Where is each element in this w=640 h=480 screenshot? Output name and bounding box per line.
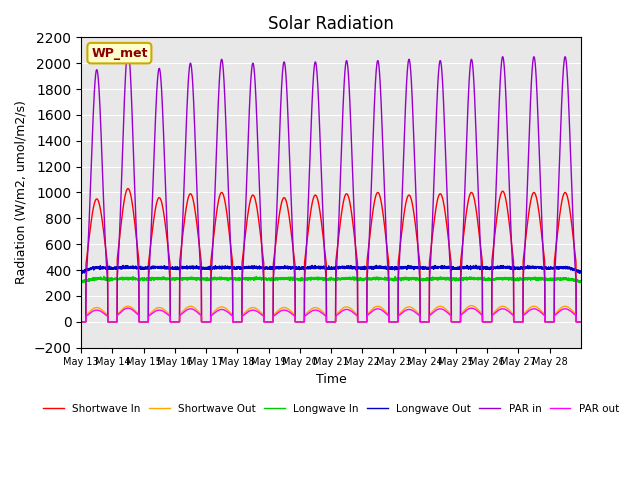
PAR out <box>577 319 584 324</box>
PAR in <box>181 162 189 168</box>
PAR out <box>349 310 357 315</box>
Shortwave In <box>77 319 85 324</box>
Longwave Out <box>376 265 384 271</box>
Longwave Out <box>77 269 85 275</box>
PAR out <box>124 305 132 311</box>
Longwave Out <box>468 264 476 270</box>
Shortwave In <box>577 319 584 324</box>
PAR out <box>181 308 189 314</box>
PAR in <box>492 184 500 190</box>
Text: WP_met: WP_met <box>91 47 148 60</box>
PAR in <box>577 319 584 324</box>
Shortwave In <box>468 190 476 195</box>
Longwave Out <box>472 262 480 268</box>
PAR in <box>124 48 132 53</box>
Shortwave Out <box>492 307 500 313</box>
Shortwave In <box>349 222 357 228</box>
Shortwave Out <box>181 306 189 312</box>
Shortwave In <box>124 186 132 192</box>
Longwave Out <box>78 271 86 276</box>
Longwave Out <box>181 264 189 270</box>
Shortwave In <box>376 193 384 199</box>
Line: PAR in: PAR in <box>81 50 580 322</box>
PAR in <box>349 187 357 192</box>
PAR in <box>376 76 384 82</box>
Shortwave Out <box>468 303 476 309</box>
Line: Shortwave Out: Shortwave Out <box>81 306 580 322</box>
Longwave Out <box>349 264 357 269</box>
Shortwave Out <box>505 307 513 313</box>
Longwave In <box>77 278 85 284</box>
Longwave Out <box>577 268 584 274</box>
PAR out <box>77 319 85 324</box>
Line: PAR out: PAR out <box>81 308 580 322</box>
Title: Solar Radiation: Solar Radiation <box>268 15 394 33</box>
Line: Longwave Out: Longwave Out <box>81 265 580 274</box>
Shortwave In <box>492 220 500 226</box>
Longwave In <box>575 280 583 286</box>
Longwave In <box>181 276 189 281</box>
PAR out <box>376 306 384 312</box>
X-axis label: Time: Time <box>316 373 346 386</box>
Longwave In <box>349 277 357 283</box>
PAR out <box>492 309 500 315</box>
PAR out <box>505 309 513 315</box>
Shortwave Out <box>376 304 383 310</box>
Longwave In <box>100 274 108 279</box>
PAR out <box>468 305 476 311</box>
Shortwave Out <box>77 319 85 324</box>
Longwave Out <box>492 264 500 270</box>
Shortwave Out <box>468 303 476 309</box>
PAR in <box>77 319 85 324</box>
PAR in <box>468 57 476 62</box>
Line: Longwave In: Longwave In <box>81 276 580 283</box>
Shortwave In <box>181 215 189 220</box>
Longwave Out <box>506 264 513 270</box>
Longwave In <box>577 278 584 284</box>
PAR in <box>505 180 513 185</box>
Longwave In <box>505 276 513 281</box>
Line: Shortwave In: Shortwave In <box>81 189 580 322</box>
Y-axis label: Radiation (W/m2, umol/m2/s): Radiation (W/m2, umol/m2/s) <box>15 100 28 285</box>
Longwave In <box>492 276 500 281</box>
Shortwave In <box>505 219 513 225</box>
Longwave In <box>376 276 384 282</box>
Shortwave Out <box>349 308 357 313</box>
Shortwave Out <box>577 319 584 324</box>
Legend: Shortwave In, Shortwave Out, Longwave In, Longwave Out, PAR in, PAR out: Shortwave In, Shortwave Out, Longwave In… <box>38 399 623 418</box>
Longwave In <box>468 276 476 282</box>
